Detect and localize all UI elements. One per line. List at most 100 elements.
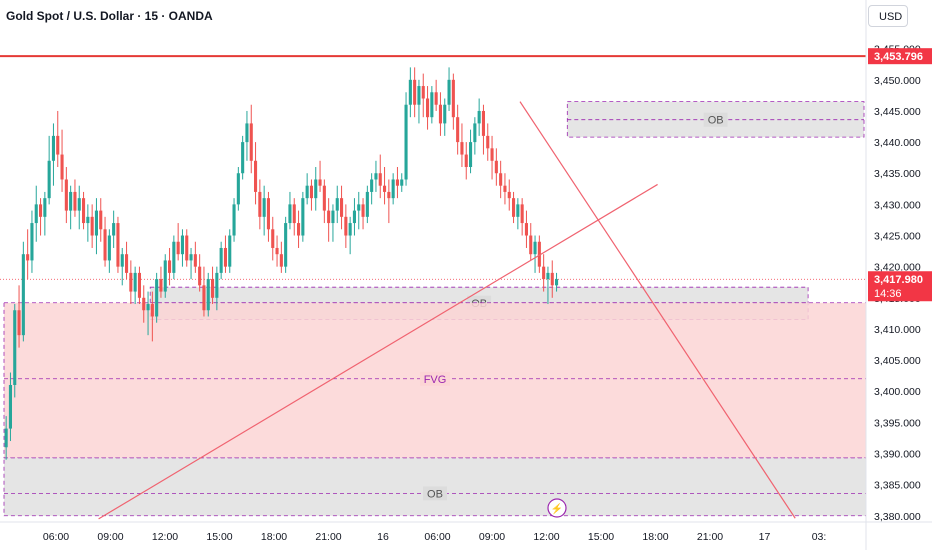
- y-tick-label: 3,440.000: [874, 137, 921, 149]
- x-tick-label: 06:00: [424, 531, 450, 543]
- candle-body: [464, 154, 468, 168]
- candle-body: [456, 117, 460, 143]
- x-tick-label: 03:: [812, 531, 827, 543]
- candle-body: [223, 247, 227, 267]
- candle-body: [30, 223, 34, 261]
- candle-body: [198, 266, 202, 286]
- candle-body: [266, 198, 270, 230]
- y-tick-label: 3,385.000: [874, 480, 921, 492]
- last-price-tag: [868, 271, 932, 302]
- y-tick-label: 3,390.000: [874, 448, 921, 460]
- candle-body: [469, 142, 473, 168]
- candle-body: [486, 135, 490, 149]
- y-tick-label: 3,430.000: [874, 199, 921, 211]
- candle-body: [327, 210, 331, 224]
- candle-body: [60, 154, 64, 180]
- x-tick-label: 12:00: [152, 531, 178, 543]
- candle-body: [73, 191, 77, 211]
- candle-body: [103, 229, 107, 261]
- x-tick-label: 17: [759, 531, 771, 543]
- candle-body: [82, 198, 86, 224]
- candle-body: [90, 216, 94, 236]
- candle-body: [430, 92, 434, 118]
- y-tick-label: 3,410.000: [874, 324, 921, 336]
- candle-body: [335, 198, 339, 211]
- candle-body: [370, 179, 374, 192]
- candle-body: [348, 223, 352, 236]
- candle-body: [275, 247, 279, 255]
- candle-body: [512, 198, 516, 217]
- candle-body: [150, 304, 154, 317]
- candle-body: [4, 428, 8, 448]
- candle-body: [219, 247, 223, 273]
- x-tick-label: 18:00: [642, 531, 668, 543]
- candle-body: [331, 210, 335, 224]
- candle-body: [107, 235, 111, 261]
- trend-line-0: [98, 183, 658, 520]
- candle-body: [271, 229, 275, 248]
- x-tick-label: 21:00: [315, 531, 341, 543]
- candle-body: [172, 241, 176, 273]
- resistance-price-tag: [868, 48, 932, 65]
- candle-body: [395, 179, 399, 186]
- candle-body: [155, 279, 159, 317]
- candle-body: [404, 104, 408, 180]
- candle-body: [211, 279, 215, 298]
- x-tick-label: 21:00: [697, 531, 723, 543]
- candle-body: [47, 160, 51, 199]
- candle-body: [378, 173, 382, 186]
- candle-body: [374, 173, 378, 180]
- x-tick-label: 09:00: [479, 531, 505, 543]
- candle-body: [69, 191, 73, 211]
- candle-body: [451, 79, 455, 118]
- candle-body: [438, 104, 442, 124]
- x-tick-label: 15:00: [206, 531, 232, 543]
- candle-body: [26, 254, 30, 261]
- candle-body: [524, 223, 528, 236]
- candle-body: [447, 79, 451, 105]
- trend-line-1: [519, 101, 796, 519]
- candle-body: [189, 254, 193, 261]
- candle-body: [352, 210, 356, 224]
- x-tick-label: 06:00: [43, 531, 69, 543]
- candle-body: [142, 297, 146, 311]
- zone-label-3: OB: [427, 488, 443, 500]
- candle-body: [408, 79, 412, 105]
- chart-title: Gold Spot / U.S. Dollar · 15 · OANDA: [6, 9, 213, 23]
- y-tick-label: 3,435.000: [874, 168, 921, 180]
- x-tick-label: 15:00: [588, 531, 614, 543]
- candle-body: [279, 254, 283, 267]
- candle-body: [112, 223, 116, 236]
- candle-body: [120, 254, 124, 267]
- candle-body: [56, 135, 60, 155]
- zone-label-bg-3: [423, 486, 447, 501]
- candle-body: [180, 235, 184, 255]
- candle-body: [550, 272, 554, 286]
- y-tick-label: 3,425.000: [874, 231, 921, 243]
- candle-body: [77, 198, 81, 211]
- candle-body: [537, 241, 541, 267]
- candle-body: [546, 272, 550, 280]
- zone-label-2: FVG: [424, 374, 447, 386]
- candle-body: [34, 204, 38, 224]
- candle-body: [309, 185, 313, 199]
- candle-body: [443, 104, 447, 124]
- candle-body: [400, 179, 404, 186]
- currency-button[interactable]: USD: [868, 5, 908, 27]
- candle-body: [94, 210, 98, 236]
- candle-body: [125, 254, 129, 273]
- candle-body: [236, 173, 240, 205]
- candle-body: [413, 79, 417, 105]
- candle-body: [133, 272, 137, 292]
- candle-body: [288, 204, 292, 224]
- candle-body: [202, 285, 206, 311]
- candle-body: [361, 204, 365, 217]
- zone-label-0: OB: [708, 115, 724, 127]
- candle-body: [13, 310, 17, 385]
- y-tick-label: 3,380.000: [874, 511, 921, 523]
- candle-body: [241, 142, 245, 174]
- lightning-icon: ⚡: [551, 502, 563, 515]
- candle-body: [292, 204, 296, 224]
